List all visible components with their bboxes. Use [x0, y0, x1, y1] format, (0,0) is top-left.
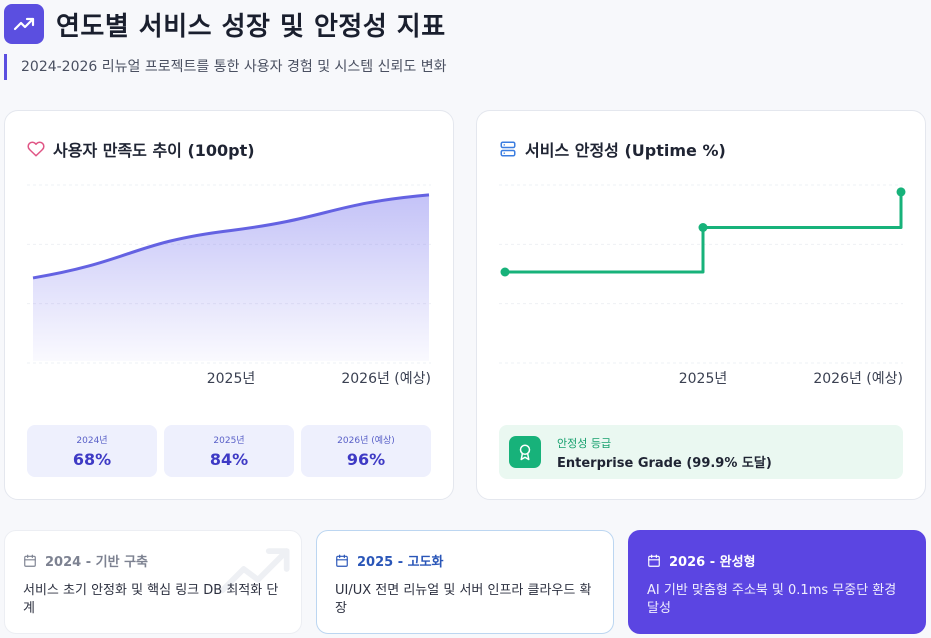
stat-2024: 2024년 68%: [27, 425, 157, 477]
phase-title: 2026 - 완성형: [647, 551, 907, 570]
satisfaction-card: 사용자 만족도 추이 (100pt) 2025년 2026년 (예상) 2024년…: [4, 110, 454, 500]
satisfaction-card-title: 사용자 만족도 추이 (100pt): [27, 137, 255, 161]
grade-value: Enterprise Grade (99.9% 도달): [557, 456, 772, 471]
satisfaction-area: [33, 194, 429, 361]
stability-grade-panel: 안정성 등급 Enterprise Grade (99.9% 도달): [499, 425, 903, 479]
satisfaction-title-text: 사용자 만족도 추이 (100pt): [53, 141, 255, 160]
server-icon: [500, 141, 516, 157]
x-tick-label: 2026년 (예상): [813, 371, 903, 387]
satisfaction-stats: 2024년 68% 2025년 84% 2026년 (예상) 96%: [27, 425, 431, 477]
satisfaction-chart: 2025년 2026년 (예상): [27, 184, 431, 387]
uptime-point: [698, 223, 708, 232]
grade-label: 안정성 등급: [557, 437, 612, 450]
trending-up-icon: [219, 548, 290, 594]
stat-value: 68%: [72, 450, 112, 469]
award-icon: [509, 436, 541, 468]
phase-title: 2024 - 기반 구축: [23, 551, 283, 570]
phase-description: 서비스 초기 안정화 및 핵심 링크 DB 최적화 단계: [23, 583, 279, 616]
phase-title: 2025 - 고도화: [335, 551, 595, 570]
stat-value: 96%: [346, 450, 386, 469]
uptime-point: [896, 187, 906, 197]
phase-card-2025: 2025 - 고도화 UI/UX 전면 리뉴얼 및 서버 인프라 클라우드 확장: [316, 530, 614, 634]
stat-value: 84%: [209, 450, 249, 469]
satisfaction-line: [32, 193, 430, 280]
stat-year: 2024년: [76, 436, 108, 446]
phase-description: UI/UX 전면 리뉴얼 및 서버 인프라 클라우드 확장: [335, 583, 592, 616]
calendar-icon: [336, 554, 348, 567]
phase-description: AI 기반 맞춤형 주소북 및 0.1ms 무중단 환경 달성: [647, 583, 897, 616]
uptime-card-title: 서비스 안정성 (Uptime %): [499, 137, 726, 161]
uptime-title-text: 서비스 안정성 (Uptime %): [525, 141, 726, 160]
stat-2025: 2025년 84%: [164, 425, 294, 477]
page-title: 연도별 서비스 성장 및 안정성 지표: [56, 12, 446, 42]
stat-year: 2025년: [213, 436, 245, 446]
phase-title-text: 2024 - 기반 구축: [45, 555, 148, 570]
uptime-point: [500, 267, 510, 277]
phase-card-2024: 2024 - 기반 구축 서비스 초기 안정화 및 핵심 링크 DB 최적화 단…: [4, 530, 302, 634]
uptime-chart: 2025년 2026년 (예상): [499, 184, 906, 387]
stat-year: 2026년 (예상): [337, 436, 395, 446]
stat-2026: 2026년 (예상) 96%: [301, 425, 431, 477]
phase-title-text: 2025 - 고도화: [357, 555, 444, 570]
x-tick-label: 2026년 (예상): [341, 371, 431, 387]
trending-up-icon: [4, 4, 44, 44]
uptime-card: 서비스 안정성 (Uptime %) 2025년 2026년 (예상) 안정성 등…: [476, 110, 926, 500]
calendar-icon: [648, 554, 660, 567]
phase-title-text: 2026 - 완성형: [669, 555, 756, 570]
heart-icon: [27, 141, 45, 157]
calendar-icon: [24, 554, 36, 567]
x-tick-label: 2025년: [207, 371, 256, 387]
page-subtitle: 2024-2026 리뉴얼 프로젝트를 통한 사용자 경험 및 시스템 신뢰도 …: [4, 54, 446, 80]
phase-card-2026: 2026 - 완성형 AI 기반 맞춤형 주소북 및 0.1ms 무중단 환경 …: [628, 530, 926, 634]
x-tick-label: 2025년: [679, 371, 728, 387]
